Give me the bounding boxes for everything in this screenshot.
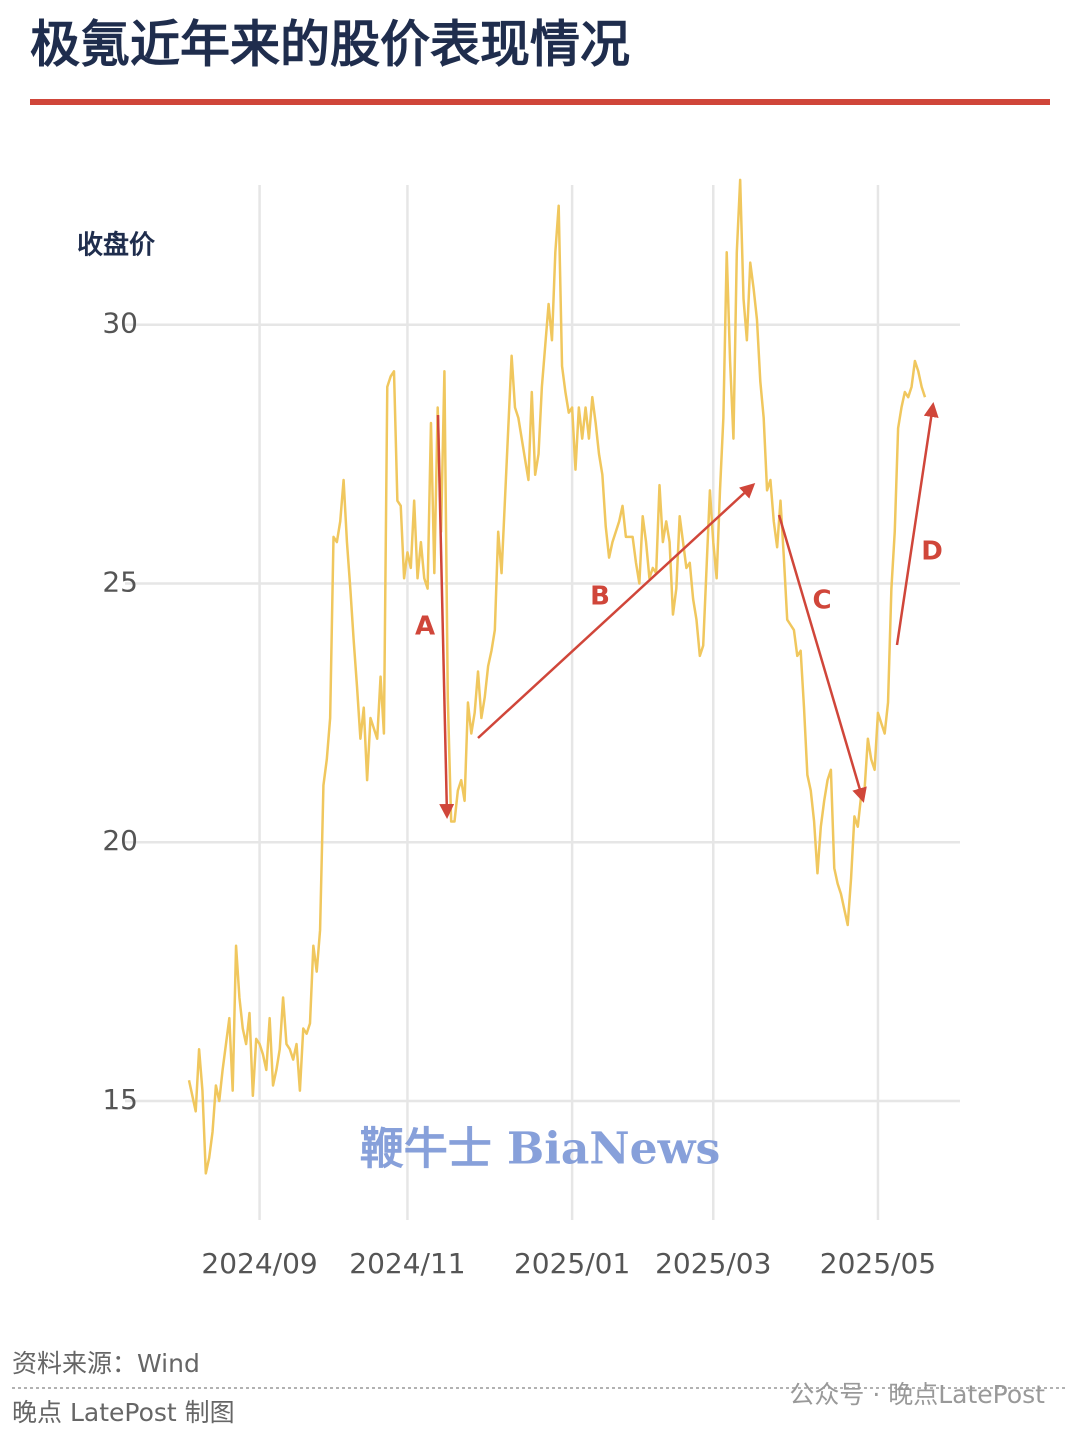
- x-tick-label: 2024/09: [201, 1247, 317, 1280]
- annotation-label: A: [415, 612, 435, 642]
- credit: 晚点 LatePost 制图: [12, 1398, 235, 1427]
- annotation-label: B: [590, 582, 610, 612]
- source: 资料来源：Wind: [12, 1349, 200, 1378]
- x-tick-label: 2025/05: [820, 1247, 936, 1280]
- y-tick-label: 30: [102, 307, 138, 340]
- x-tick-label: 2024/11: [349, 1247, 465, 1280]
- x-tick-label: 2025/03: [655, 1247, 771, 1280]
- annotation-label: C: [812, 586, 831, 616]
- y-tick-label: 15: [102, 1083, 138, 1116]
- y-axis-label: 收盘价: [77, 230, 156, 261]
- price-line: [187, 178, 927, 1175]
- watermark: 公众号 · 晚点LatePost: [789, 1380, 1045, 1409]
- title-rule: [30, 99, 1050, 105]
- watermark: 鞭牛士 BiaNews: [360, 1124, 721, 1175]
- arrow: [477, 482, 756, 739]
- chart-title: 极氪近年来的股价表现情况: [30, 16, 630, 74]
- y-tick-label: 25: [102, 565, 138, 598]
- arrow: [895, 402, 939, 646]
- annotation-label: D: [921, 537, 943, 567]
- arrow: [436, 414, 455, 819]
- annotations: A B C D: [415, 402, 943, 819]
- y-tick-label: 20: [102, 824, 138, 857]
- arrow: [777, 514, 867, 803]
- x-tick-label: 2025/01: [514, 1247, 630, 1280]
